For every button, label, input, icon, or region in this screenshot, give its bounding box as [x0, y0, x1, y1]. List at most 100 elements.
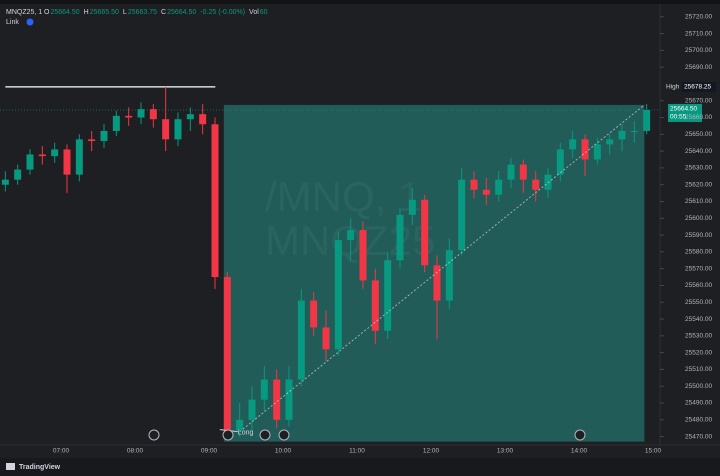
event-icon[interactable] — [278, 429, 290, 441]
x-tick-label: 07:00 — [53, 448, 70, 455]
legend-key: H — [84, 9, 89, 16]
x-tick-label: 11:00 — [349, 448, 365, 455]
candle-body — [260, 379, 268, 400]
candle-body — [186, 114, 194, 120]
legend-value: 25663.75 — [128, 9, 157, 16]
candle-body — [100, 130, 108, 142]
candle-body — [211, 124, 219, 278]
candle-body — [581, 139, 589, 160]
candle-body — [482, 189, 490, 195]
candle-body — [458, 179, 466, 251]
candle-body — [556, 149, 564, 175]
candle-body — [606, 139, 614, 145]
y-tick-label: 25610.00 — [685, 198, 712, 205]
candle-body — [88, 139, 96, 142]
x-tick-label: 12:00 — [423, 448, 440, 455]
footer-brand: TradingView — [19, 464, 61, 471]
candle-body — [162, 119, 170, 140]
y-tick-label: 25520.00 — [685, 349, 712, 356]
y-tick-label: 25490.00 — [685, 400, 712, 407]
event-icon[interactable] — [148, 429, 160, 441]
candle-body — [384, 260, 392, 331]
y-tick-label: 25500.00 — [685, 383, 712, 390]
candle-body — [593, 144, 601, 160]
y-tick-label: 25540.00 — [685, 316, 712, 323]
candle-body — [199, 114, 207, 125]
candle-body — [359, 230, 367, 281]
candle-body — [507, 164, 515, 180]
candle-body — [236, 419, 244, 430]
candle-body — [310, 300, 318, 328]
candle-body — [223, 277, 231, 430]
y-tick-label: 25690.00 — [685, 64, 712, 71]
y-tick-label: 25670.00 — [685, 97, 712, 104]
candle-body — [63, 149, 71, 175]
y-tick-label: 25560.00 — [685, 282, 712, 289]
high-label: 25678.25 — [684, 84, 711, 91]
x-tick-label: 08:00 — [127, 448, 144, 455]
legend-value: 25664.50 — [50, 9, 79, 16]
legend-key: O — [44, 9, 50, 16]
event-icon[interactable] — [574, 429, 586, 441]
link-icon[interactable] — [26, 18, 34, 26]
x-tick-label: 15:00 — [645, 448, 662, 455]
candle-body — [137, 109, 145, 118]
event-icons — [148, 429, 586, 441]
candle-body — [174, 119, 182, 140]
y-tick-label: 25510.00 — [685, 366, 712, 373]
symbol[interactable]: MNQZ25, 1 — [6, 9, 42, 16]
watermark: /MNQ, 1 — [265, 173, 421, 220]
event-icon[interactable] — [222, 429, 234, 441]
y-tick-label: 25470.00 — [685, 433, 712, 440]
link-label[interactable]: Link — [6, 19, 19, 26]
candle-body — [149, 109, 157, 120]
event-icon[interactable] — [259, 429, 271, 441]
legend-key: C — [161, 9, 166, 16]
legend-value: 25664.50 — [167, 9, 196, 16]
y-tick-label: 25720.00 — [685, 13, 712, 20]
high-label-box — [682, 81, 716, 92]
x-tick-label: 14:00 — [571, 448, 588, 455]
candle-body — [112, 115, 120, 131]
legend-key: Vol — [249, 9, 259, 16]
y-tick-label: 25600.00 — [685, 215, 712, 222]
x-tick-label: 10:00 — [275, 448, 292, 455]
candle-body — [334, 240, 342, 350]
last-price-box — [668, 103, 702, 122]
legend-value: -0.25 (-0.00%) — [200, 9, 245, 16]
y-tick-label: 25700.00 — [685, 47, 712, 54]
position-label: Long — [238, 429, 254, 436]
candle-body — [630, 130, 638, 132]
y-tick-label: 25550.00 — [685, 299, 712, 306]
countdown: 00:55 — [670, 114, 687, 121]
y-tick-label: 25650.00 — [685, 131, 712, 138]
position-path — [239, 104, 645, 433]
candle-body — [495, 179, 503, 195]
candle-body — [26, 154, 34, 170]
y-tick-label: 25570.00 — [685, 265, 712, 272]
y-tick-label: 25590.00 — [685, 232, 712, 239]
top-strip — [0, 0, 720, 4]
candle-body — [347, 230, 355, 241]
y-tick-label: 25580.00 — [685, 249, 712, 256]
candle-body — [248, 399, 256, 420]
x-tick-label: 09:00 — [201, 448, 218, 455]
y-tick-label: 25620.00 — [685, 181, 712, 188]
candle-body — [51, 149, 59, 157]
y-tick-label: 25710.00 — [685, 30, 712, 37]
candle-body — [14, 169, 22, 180]
candle-body — [38, 154, 46, 157]
candle-body — [273, 379, 281, 420]
candle-body — [519, 164, 527, 180]
candle-body — [408, 199, 416, 215]
candle-body — [433, 265, 441, 301]
y-tick-label: 25630.00 — [685, 165, 712, 172]
candle-body — [1, 179, 9, 185]
legend-key: L — [123, 9, 127, 16]
candle-body — [371, 280, 379, 331]
candle-body — [396, 214, 404, 261]
logo-icon — [6, 463, 15, 470]
candle-body — [618, 130, 626, 140]
